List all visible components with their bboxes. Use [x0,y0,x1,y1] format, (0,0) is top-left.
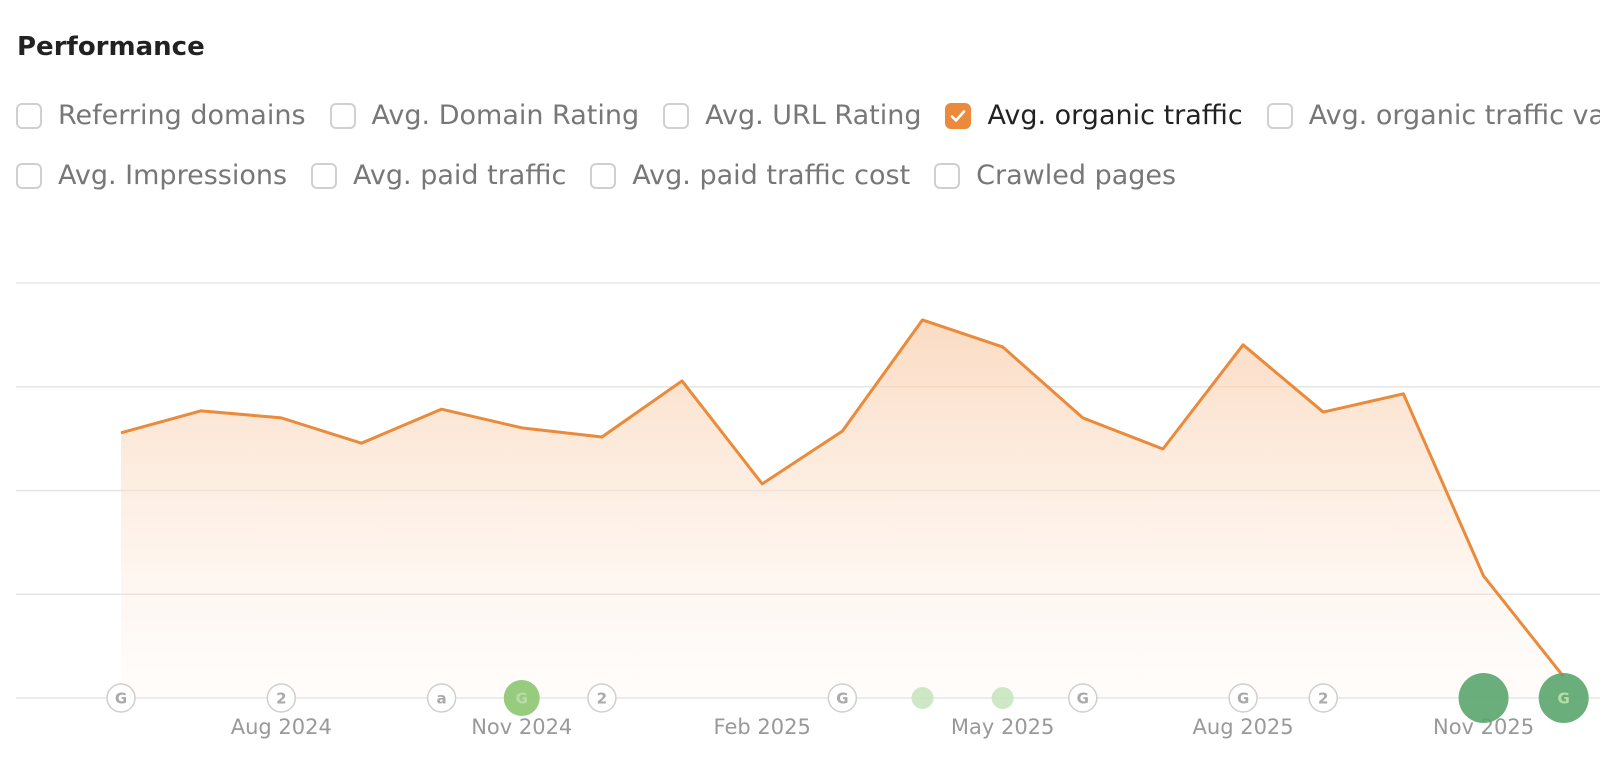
metric-label[interactable]: Referring domains [58,100,306,131]
area-fill [121,319,1564,698]
checkbox[interactable] [16,102,42,129]
section-title: Performance [17,32,205,62]
metric-label[interactable]: Avg. organic traffic value [1308,100,1600,131]
metric-label[interactable]: Avg. Impressions [58,160,288,191]
metric-row: Referring domains Avg. Domain Rating Avg. … [16,100,1600,131]
x-tick-label: Feb 2025 [714,715,811,739]
metric-checkbox[interactable]: Avg. organic traffic [945,100,1243,131]
event-marker [1228,683,1258,713]
event-label: G [836,690,848,708]
event-marker [827,683,858,713]
event-marker [503,680,540,716]
event-marker [991,687,1014,709]
checkbox[interactable] [945,102,972,129]
checkbox[interactable] [590,162,617,189]
line [120,318,1565,678]
event-label: 2 [1318,690,1328,708]
event-label: G [115,690,127,708]
x-tick-label: Aug 2024 [231,715,332,739]
event-label: 2 [597,690,607,708]
event-label: G [516,690,528,708]
check-icon [951,109,966,122]
event-marker [1538,673,1589,723]
checkbox[interactable] [934,162,961,189]
metric-label[interactable]: Avg. paid traffic cost [632,160,911,191]
metric-checkbox[interactable]: Avg. paid traffic [311,160,566,191]
metric-label[interactable]: Avg. Domain Rating [371,100,640,131]
event-label: G [1077,690,1089,708]
metric-label[interactable]: Avg. organic traffic [987,100,1243,131]
metric-label[interactable]: Crawled pages [976,160,1177,191]
metric-checkbox[interactable]: Avg. Domain Rating [329,100,640,131]
event-marker [911,687,934,709]
checkbox[interactable] [16,162,42,189]
event-label: G [1237,690,1249,708]
event-marker [1458,673,1509,723]
metric-checkbox[interactable]: Crawled pages [934,160,1176,191]
metric-label[interactable]: Avg. paid traffic [353,160,567,191]
metric-checkbox[interactable]: Avg. paid traffic cost [590,160,910,191]
event-marker [106,683,136,713]
metric-label[interactable]: Avg. URL Rating [705,100,922,131]
checkbox[interactable] [311,162,338,189]
x-tick-label: Nov 2024 [471,715,572,739]
metric-checkbox[interactable]: Avg. Impressions [16,160,287,191]
checkbox[interactable] [1266,102,1293,129]
x-tick-label: Aug 2025 [1193,715,1294,739]
event-marker [426,683,457,713]
event-marker [1068,683,1098,713]
event-label: a [437,690,447,708]
checkbox[interactable] [329,102,356,129]
metric-checkbox[interactable]: Referring domains [16,100,306,131]
x-tick-label: May 2025 [951,715,1055,739]
event-label: 2 [276,690,286,708]
checkbox[interactable] [663,102,690,129]
metric-checkbox[interactable]: Avg. URL Rating [663,100,921,131]
metric-checkbox[interactable]: Avg. organic traffic value [1266,100,1600,131]
event-marker [587,683,617,713]
metric-row: Avg. Impressions Avg. paid traffic Avg. pa… [16,160,1176,191]
event-label: G [1558,690,1570,708]
event-marker [1308,683,1338,713]
event-marker [266,683,297,713]
